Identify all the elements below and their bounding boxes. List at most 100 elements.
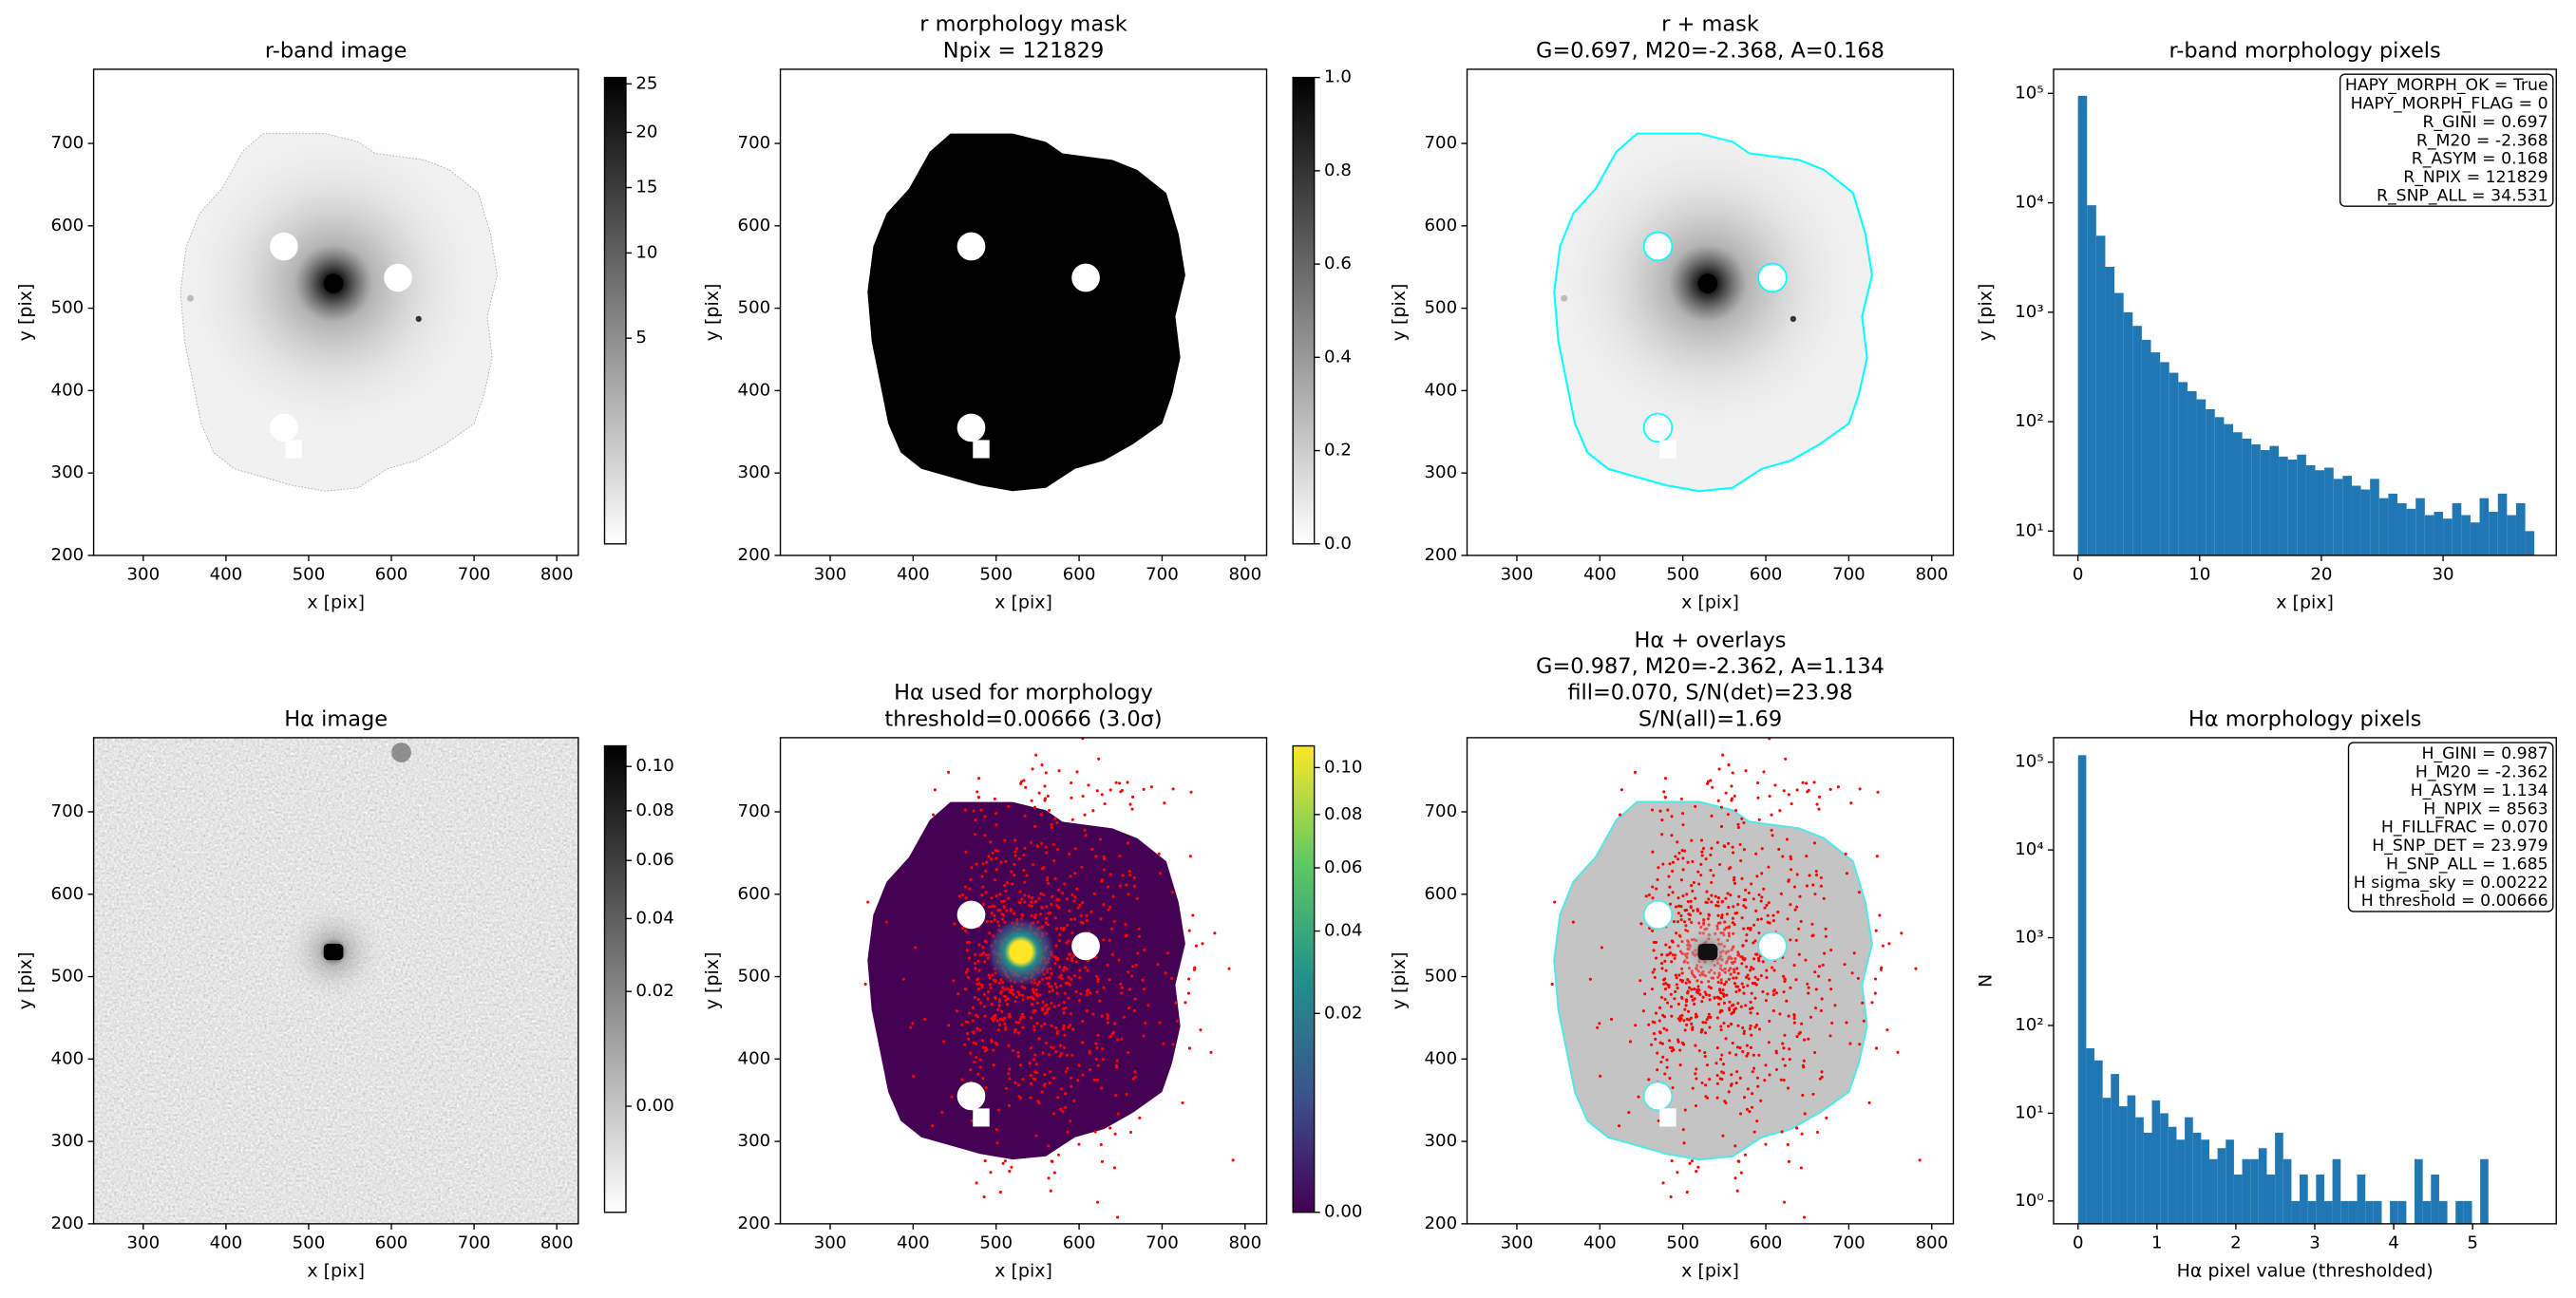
- detected-pixel: [993, 913, 996, 918]
- detected-pixel: [1813, 970, 1817, 974]
- detected-pixel: [1661, 978, 1666, 982]
- masked-star: [1642, 899, 1674, 931]
- detected-pixel: [1784, 757, 1788, 761]
- detected-pixel: [1813, 1006, 1818, 1010]
- detected-pixel: [1725, 912, 1729, 916]
- detected-pixel: [1018, 1063, 1023, 1067]
- colorbar-tick-label: 0.08: [1324, 804, 1362, 824]
- detected-pixel: [1736, 825, 1740, 829]
- detected-pixel: [992, 978, 995, 982]
- detected-pixel: [969, 1051, 973, 1055]
- detected-pixel: [1657, 866, 1660, 870]
- detected-pixel: [1705, 1096, 1710, 1100]
- detected-pixel: [1031, 767, 1034, 771]
- y-tick-label: 600: [51, 216, 85, 235]
- colorbar-tick-label: 0.02: [635, 981, 673, 1001]
- detected-pixel: [963, 808, 968, 812]
- detected-pixel: [1138, 1116, 1142, 1119]
- x-tick-label: 300: [1501, 565, 1534, 585]
- detected-pixel: [1708, 1078, 1712, 1082]
- detected-pixel: [1663, 1072, 1667, 1076]
- y-tick-label: 400: [51, 380, 85, 400]
- detected-pixel: [1128, 802, 1132, 806]
- detected-pixel: [1048, 1053, 1051, 1057]
- detected-pixel: [1752, 1066, 1756, 1070]
- detected-pixel: [1815, 802, 1819, 806]
- detected-pixel: [1032, 805, 1037, 809]
- detected-pixel: [1768, 1073, 1771, 1077]
- detected-pixel: [1130, 974, 1134, 978]
- detected-pixel: [1013, 850, 1017, 854]
- detected-pixel: [1665, 1028, 1669, 1032]
- detected-pixel: [1107, 908, 1110, 912]
- stats-line: R_ASYM = 0.168: [2412, 150, 2548, 169]
- detected-pixel: [1095, 990, 1099, 994]
- detected-pixel: [1100, 1086, 1104, 1090]
- detected-pixel: [1163, 801, 1166, 805]
- detected-pixel: [1092, 892, 1096, 895]
- detected-pixel: [995, 1019, 999, 1023]
- detected-pixel: [1708, 1025, 1712, 1029]
- detected-pixel: [1679, 918, 1683, 922]
- detected-pixel: [1657, 1006, 1662, 1009]
- detected-pixel: [1739, 858, 1743, 863]
- detected-pixel: [1742, 820, 1746, 825]
- detected-pixel: [1681, 1128, 1685, 1132]
- detected-pixel: [1013, 854, 1017, 857]
- detected-pixel: [1676, 920, 1680, 924]
- detected-pixel: [1688, 1161, 1692, 1165]
- panel-title: Npix = 121829: [943, 38, 1105, 63]
- detected-pixel: [1807, 1037, 1810, 1041]
- detected-pixel: [989, 1171, 993, 1175]
- detected-pixel: [1701, 1021, 1705, 1025]
- plot-area: [2077, 95, 2535, 555]
- detected-pixel: [1795, 1035, 1799, 1039]
- x-tick-label: 20: [2310, 565, 2332, 585]
- detected-pixel: [1100, 1014, 1104, 1018]
- detected-pixel: [1094, 855, 1098, 858]
- detected-pixel: [1737, 988, 1741, 992]
- detected-pixel: [1618, 813, 1622, 817]
- detected-pixel: [1085, 913, 1089, 917]
- panel-title: G=0.987, M20=-2.362, A=1.134: [1536, 654, 1885, 679]
- detected-pixel: [1020, 897, 1024, 901]
- detected-pixel: [1786, 917, 1790, 921]
- detected-pixel: [1095, 1078, 1099, 1082]
- detected-pixel: [977, 943, 981, 947]
- detected-pixel: [1873, 977, 1878, 981]
- x-tick-label: 300: [814, 565, 847, 585]
- detected-pixel: [1057, 888, 1061, 892]
- detected-pixel: [1803, 1112, 1807, 1116]
- detected-pixel: [1724, 896, 1728, 900]
- detected-pixel: [1668, 862, 1672, 866]
- detected-pixel: [1010, 870, 1013, 874]
- x-tick-label: 500: [293, 1233, 326, 1253]
- detected-pixel: [1678, 1048, 1682, 1052]
- detected-pixel: [1781, 1057, 1785, 1061]
- detected-pixel: [1789, 855, 1792, 858]
- detected-pixel: [1014, 846, 1019, 851]
- detected-pixel: [1727, 905, 1731, 910]
- detected-pixel: [984, 869, 988, 873]
- x-tick-label: 400: [1583, 1233, 1617, 1253]
- detected-pixel: [1013, 1000, 1017, 1004]
- detected-pixel: [993, 797, 996, 800]
- detected-pixel: [1696, 991, 1700, 995]
- detected-pixel: [1091, 809, 1095, 813]
- histogram-bar: [2160, 1113, 2169, 1224]
- panel-title: Hα + overlays: [1635, 628, 1787, 652]
- detected-pixel: [1777, 847, 1781, 852]
- detected-pixel: [1745, 965, 1749, 969]
- detected-pixel: [1119, 790, 1123, 794]
- detected-pixel: [1051, 1045, 1055, 1050]
- detected-pixel: [1052, 1171, 1056, 1175]
- detected-pixel: [1736, 822, 1740, 826]
- histogram-bar: [2251, 444, 2261, 555]
- histogram-bar: [2461, 515, 2471, 555]
- detected-pixel: [1795, 905, 1799, 909]
- detected-pixel: [947, 1024, 951, 1027]
- y-tick-label: 400: [51, 1048, 85, 1068]
- detected-pixel: [1651, 850, 1655, 854]
- detected-pixel: [1723, 844, 1727, 848]
- stats-line: HAPY_MORPH_FLAG = 0: [2351, 95, 2548, 114]
